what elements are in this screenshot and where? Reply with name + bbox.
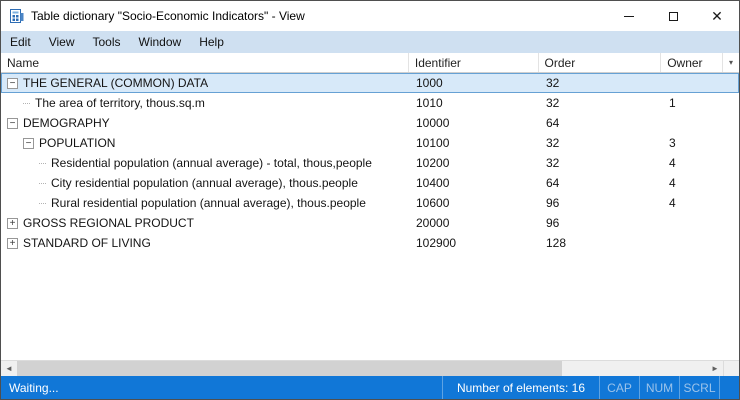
grid-header: Name Identifier Order Owner ▾	[1, 53, 739, 73]
minimize-icon	[624, 15, 634, 17]
column-header-owner[interactable]: Owner	[661, 53, 724, 72]
row-name-cell: City residential population (annual aver…	[1, 176, 410, 190]
row-identifier: 102900	[416, 236, 457, 250]
maximize-button[interactable]	[651, 1, 695, 31]
maximize-icon	[668, 11, 678, 21]
row-name: GROSS REGIONAL PRODUCT	[23, 216, 194, 230]
row-name-cell: − THE GENERAL (COMMON) DATA	[1, 76, 410, 90]
row-identifier: 1010	[416, 96, 443, 110]
grid-body: − THE GENERAL (COMMON) DATA 1000 32 The area…	[1, 73, 739, 360]
toggle-cap[interactable]: CAP	[599, 376, 639, 399]
row-name-cell: + GROSS REGIONAL PRODUCT	[1, 216, 410, 230]
elements-count: Number of elements: 16	[441, 376, 599, 399]
row-identifier: 10600	[416, 196, 450, 210]
row-name: STANDARD OF LIVING	[23, 236, 151, 250]
menu-item-edit[interactable]: Edit	[10, 35, 31, 49]
minimize-button[interactable]	[607, 1, 651, 31]
title-bar: Table dictionary "Socio-Economic Indicat…	[1, 1, 739, 31]
row-identifier: 10100	[416, 136, 450, 150]
toggle-scrl[interactable]: SCRL	[679, 376, 719, 399]
status-end-spacer	[719, 376, 739, 399]
table-row[interactable]: + GROSS REGIONAL PRODUCT 20000 96	[1, 213, 739, 233]
menu-item-help[interactable]: Help	[199, 35, 224, 49]
row-name: The area of territory, thous.sq.m	[35, 96, 205, 110]
tree-line	[39, 162, 46, 164]
row-name-cell: Residential population (annual average) …	[1, 156, 410, 170]
window-title: Table dictionary "Socio-Economic Indicat…	[31, 9, 305, 23]
table-row[interactable]: City residential population (annual aver…	[1, 173, 739, 193]
scrollbar-thumb[interactable]	[17, 361, 563, 376]
row-name: Residential population (annual average) …	[51, 156, 372, 170]
column-header-identifier[interactable]: Identifier	[409, 53, 539, 72]
row-order: 32	[546, 96, 560, 110]
horizontal-scrollbar[interactable]: ◄ ►	[1, 360, 739, 376]
tree-line	[39, 202, 46, 204]
table-row[interactable]: − DEMOGRAPHY 10000 64	[1, 113, 739, 133]
row-order: 128	[546, 236, 567, 250]
table-row[interactable]: + STANDARD OF LIVING 102900 128	[1, 233, 739, 253]
table-row[interactable]: − POPULATION 10100 32 3	[1, 133, 739, 153]
row-name-cell: − POPULATION	[1, 136, 410, 150]
collapse-icon[interactable]: −	[7, 117, 18, 129]
row-identifier: 20000	[416, 216, 450, 230]
scrollbar-track[interactable]	[17, 361, 707, 376]
row-identifier: 10200	[416, 156, 450, 170]
row-order: 96	[546, 196, 560, 210]
row-order: 64	[546, 176, 560, 190]
scroll-left-icon[interactable]: ◄	[5, 364, 13, 373]
row-name-cell: + STANDARD OF LIVING	[1, 236, 410, 250]
table-row[interactable]: The area of territory, thous.sq.m 1010 32 1	[1, 93, 739, 113]
scrollbar-corner	[723, 361, 739, 376]
tree-line	[23, 102, 30, 104]
collapse-icon[interactable]: −	[7, 77, 18, 89]
row-name: POPULATION	[39, 136, 116, 150]
expand-icon[interactable]: +	[7, 237, 18, 249]
row-name: Rural residential population (annual ave…	[51, 196, 366, 210]
status-bar: Waiting... Number of elements: 16 CAP NUM…	[1, 376, 739, 399]
column-dropdown-icon[interactable]: ▾	[729, 58, 734, 67]
table-row[interactable]: Rural residential population (annual ave…	[1, 193, 739, 213]
row-identifier: 10400	[416, 176, 450, 190]
status-toggles: CAP NUM SCRL	[599, 376, 719, 399]
window-controls: ✕	[607, 1, 739, 31]
row-order: 32	[546, 76, 560, 90]
row-name: THE GENERAL (COMMON) DATA	[23, 76, 209, 90]
row-name-cell: Rural residential population (annual ave…	[1, 196, 410, 210]
row-owner: 4	[669, 156, 676, 170]
menu-item-view[interactable]: View	[48, 35, 75, 49]
row-order: 32	[546, 136, 560, 150]
table-row[interactable]: − THE GENERAL (COMMON) DATA 1000 32	[1, 73, 739, 93]
row-order: 32	[546, 156, 560, 170]
row-order: 64	[546, 116, 560, 130]
row-identifier: 1000	[416, 76, 443, 90]
row-owner: 1	[669, 96, 676, 110]
scroll-right-icon[interactable]: ►	[711, 364, 719, 373]
toggle-num[interactable]: NUM	[639, 376, 679, 399]
row-identifier: 10000	[416, 116, 450, 130]
tree-line	[39, 182, 46, 184]
row-owner: 3	[669, 136, 676, 150]
row-name-cell: − DEMOGRAPHY	[1, 116, 410, 130]
row-owner: 4	[669, 176, 676, 190]
column-header-name[interactable]: Name	[1, 53, 409, 72]
row-name: DEMOGRAPHY	[23, 116, 110, 130]
expand-icon[interactable]: +	[7, 217, 18, 229]
menu-bar: Edit View Tools Window Help	[1, 31, 739, 53]
row-owner: 4	[669, 196, 676, 210]
collapse-icon[interactable]: −	[23, 137, 34, 149]
row-name-cell: The area of territory, thous.sq.m	[1, 96, 410, 110]
row-name: City residential population (annual aver…	[51, 176, 358, 190]
menu-item-tools[interactable]: Tools	[92, 35, 121, 49]
menu-item-window[interactable]: Window	[138, 35, 182, 49]
status-message: Waiting...	[9, 380, 59, 395]
column-header-order[interactable]: Order	[539, 53, 662, 72]
close-button[interactable]: ✕	[695, 1, 739, 31]
app-icon	[10, 9, 24, 23]
row-order: 96	[546, 216, 560, 230]
table-row[interactable]: Residential population (annual average) …	[1, 153, 739, 173]
close-icon: ✕	[711, 8, 723, 24]
